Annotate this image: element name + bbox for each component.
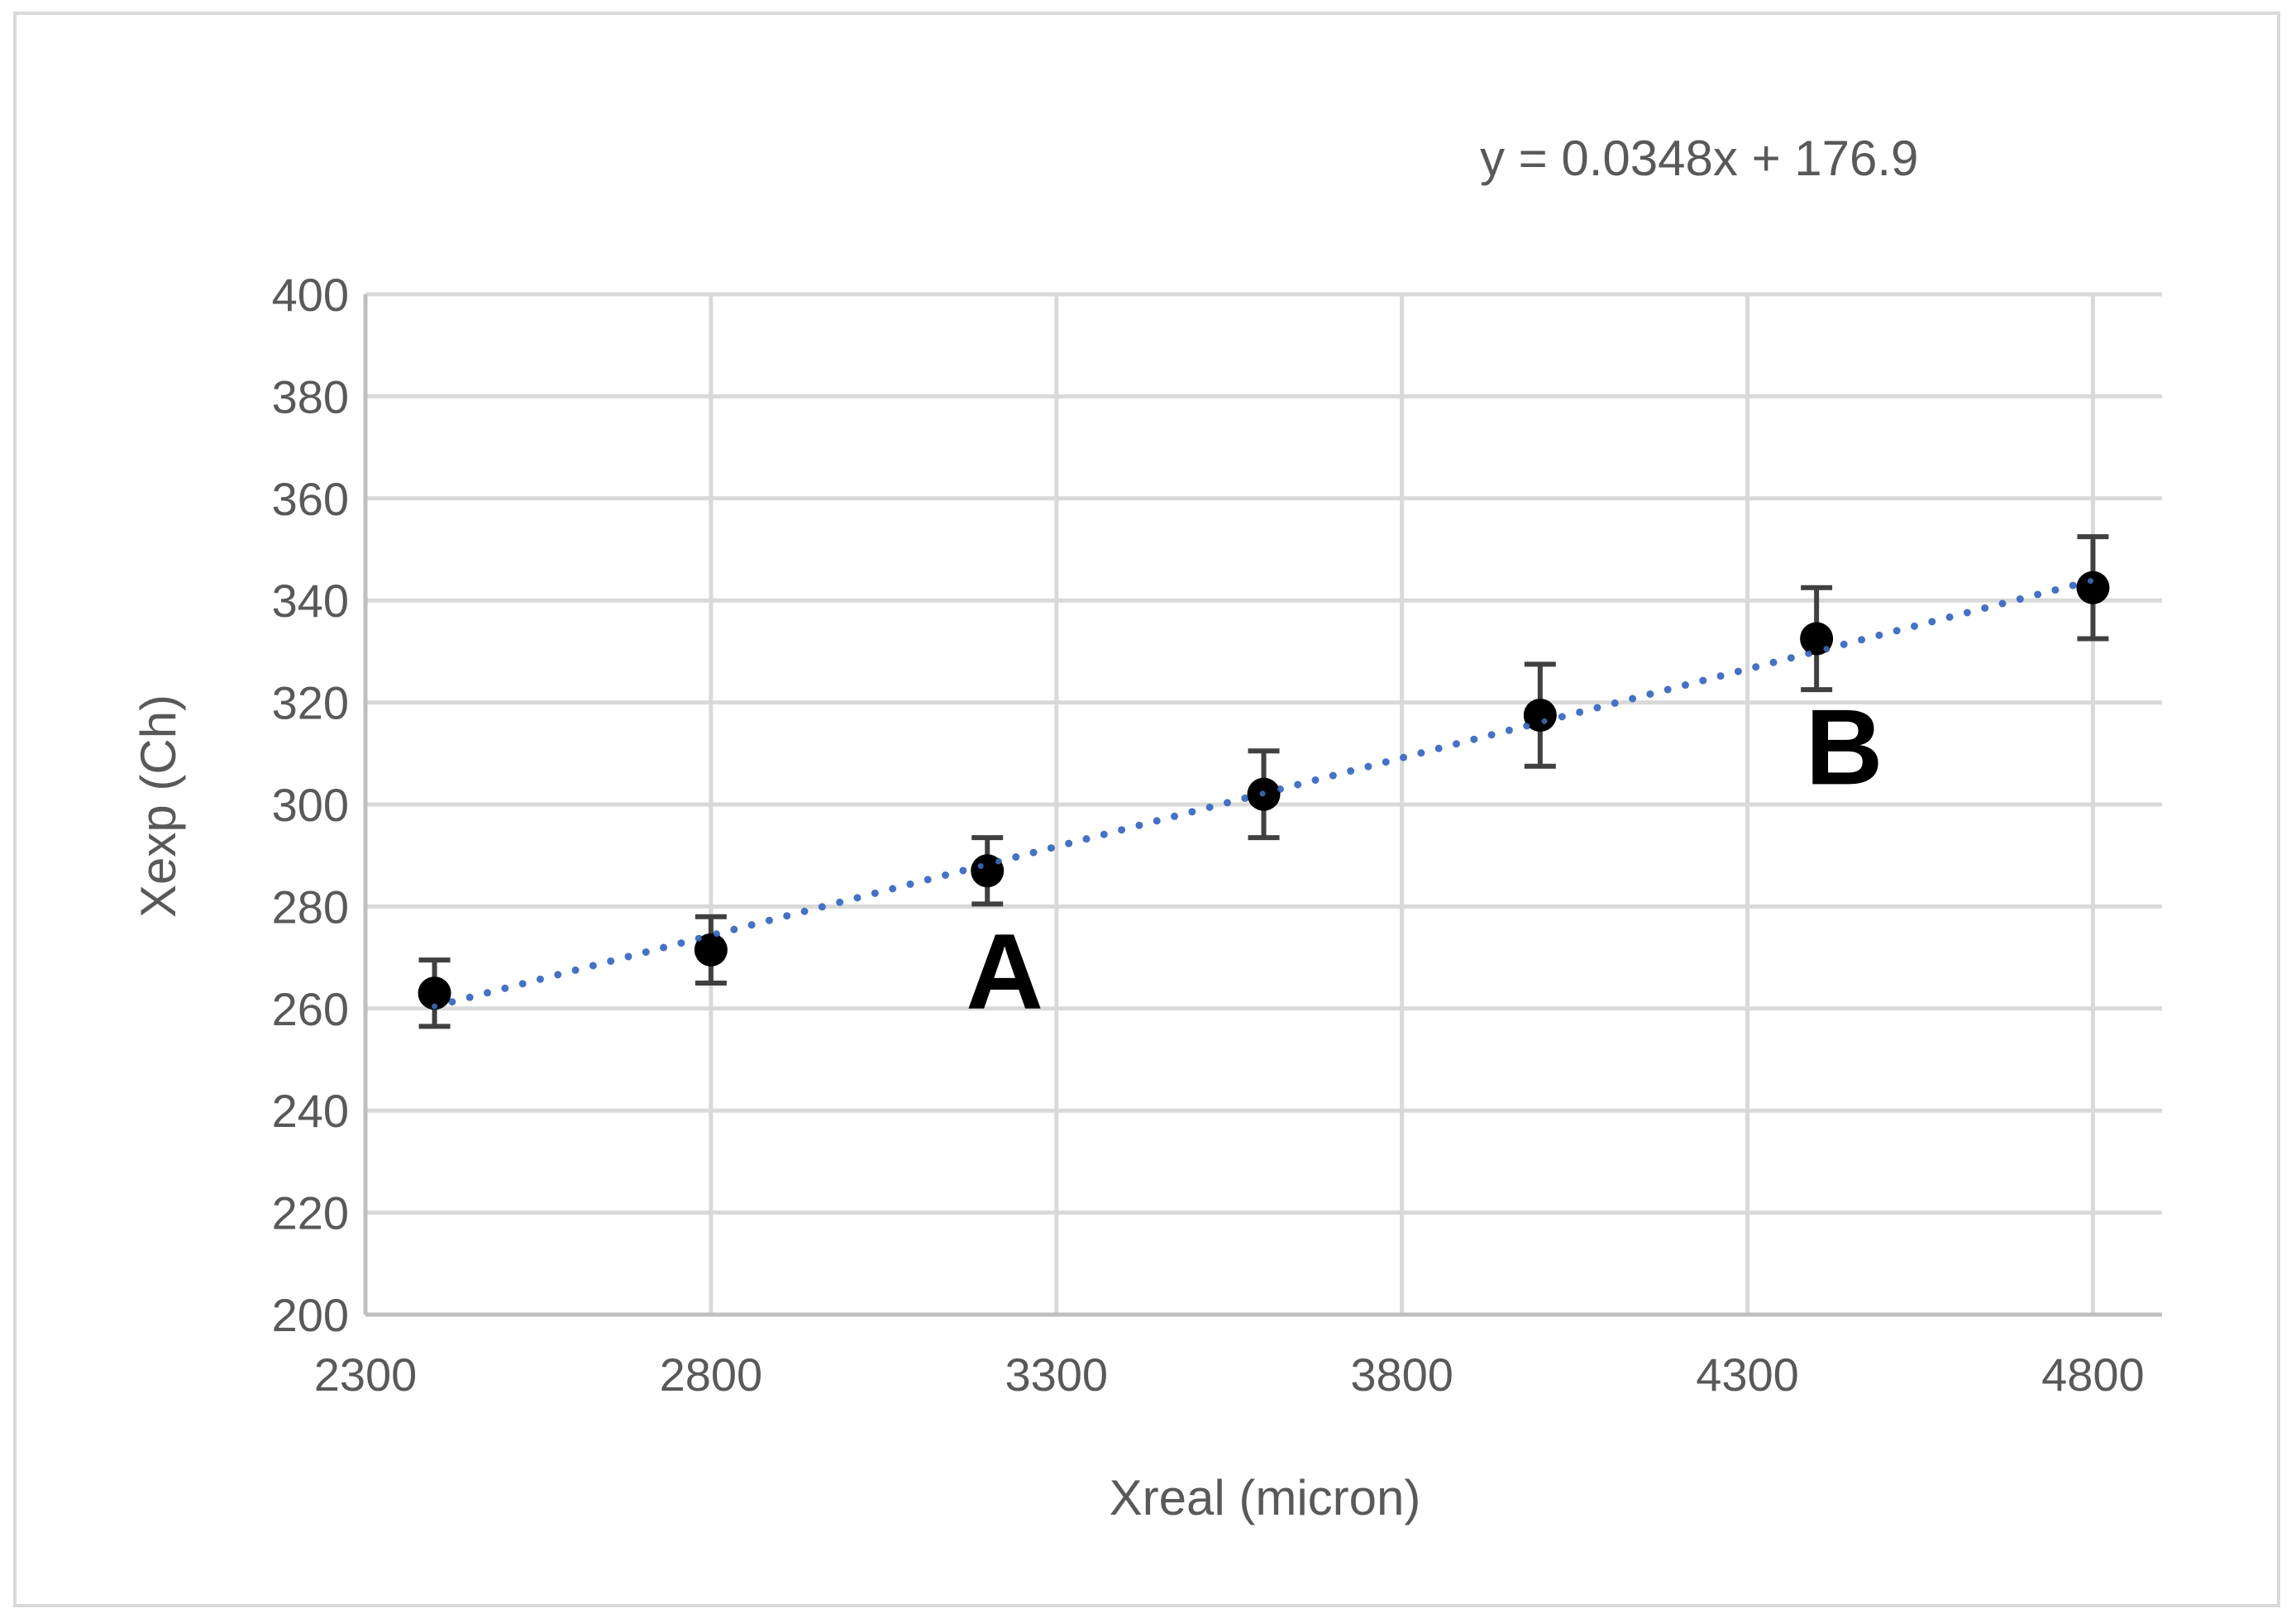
data-point [694,933,728,967]
y-axis-title: Xexp (Ch) [131,695,186,918]
y-tick-label: 320 [272,677,349,729]
y-tick-label: 240 [272,1085,349,1137]
data-point-layer [418,570,2110,1010]
x-tick-label: 3800 [1350,1349,1453,1401]
region-label-a: A [966,911,1043,1032]
y-tick-label: 300 [272,779,349,831]
y-tick-label: 280 [272,881,349,933]
y-tick-label: 200 [272,1289,349,1341]
y-tick-label: 400 [272,269,349,321]
trendline-overlay [432,577,2096,1010]
region-label-b: B [1806,686,1883,807]
label-layer: y = 0.0348x + 176.9 Xreal (micron) Xexp … [131,131,2145,1525]
y-tick-label: 340 [272,575,349,627]
x-tick-label: 2800 [660,1349,763,1401]
data-point [1523,699,1557,733]
x-tick-label: 2300 [314,1349,418,1401]
axis-layer [363,294,2162,1317]
y-tick-label: 360 [272,473,349,525]
x-tick-label: 3300 [1005,1349,1108,1401]
x-tick-label: 4300 [1696,1349,1799,1401]
error-bar-layer [418,534,2109,1029]
grid-layer [365,292,2162,1315]
y-tick-label: 380 [272,370,349,422]
x-axis-title: Xreal (micron) [1110,1470,1421,1525]
y-tick-label: 220 [272,1187,349,1239]
x-tick-label: 4800 [2041,1349,2145,1401]
data-point [2076,570,2110,604]
trendline-equation: y = 0.0348x + 176.9 [1480,131,1918,186]
chart-frame [13,12,2280,1607]
y-tick-label: 260 [272,983,349,1035]
data-point [418,976,451,1010]
